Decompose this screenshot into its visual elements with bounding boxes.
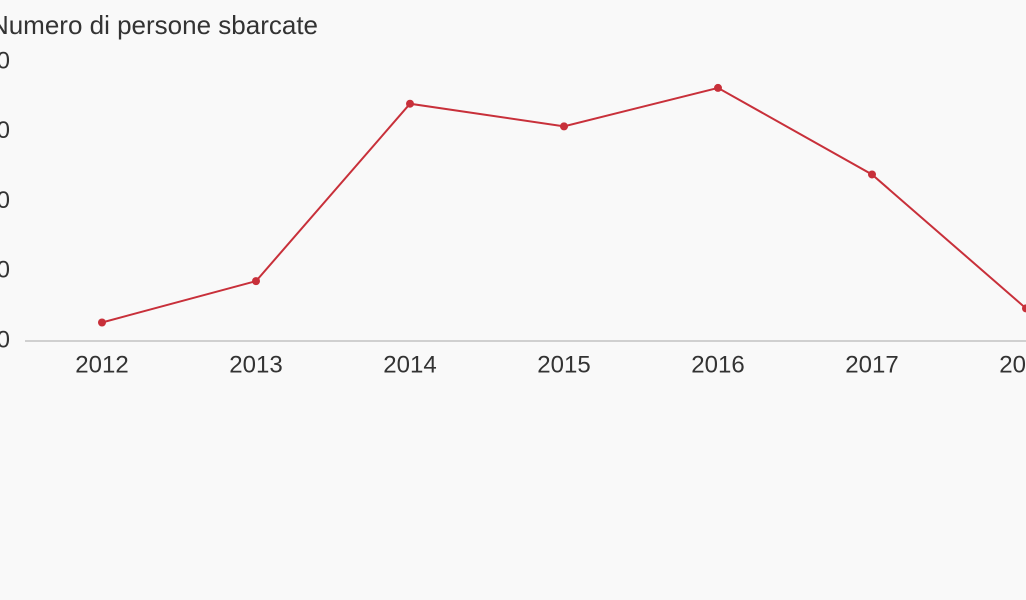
y-tick-label: 0 xyxy=(0,326,10,353)
data-point xyxy=(560,122,568,131)
x-tick-label: 2012 xyxy=(75,351,128,378)
x-tick-label: 2016 xyxy=(691,351,744,378)
x-tick-label: 2014 xyxy=(383,351,436,378)
x-tick-label: 2018 xyxy=(999,351,1026,378)
data-point xyxy=(252,277,260,286)
y-tick-label: 50.000 xyxy=(0,257,10,284)
x-tick-label: 2017 xyxy=(845,351,898,378)
data-point xyxy=(1022,304,1026,313)
data-point xyxy=(98,318,106,327)
y-tick-label: 200.000 xyxy=(0,47,10,74)
y-tick-label: 150.000 xyxy=(0,117,10,144)
data-point xyxy=(714,83,722,92)
chart-title: Numero di persone sbarcate xyxy=(0,10,318,40)
y-tick-label: 100.000 xyxy=(0,187,10,214)
data-point xyxy=(868,170,876,179)
x-tick-label: 2013 xyxy=(229,351,282,378)
data-point xyxy=(406,99,414,108)
x-tick-label: 2015 xyxy=(537,351,590,378)
